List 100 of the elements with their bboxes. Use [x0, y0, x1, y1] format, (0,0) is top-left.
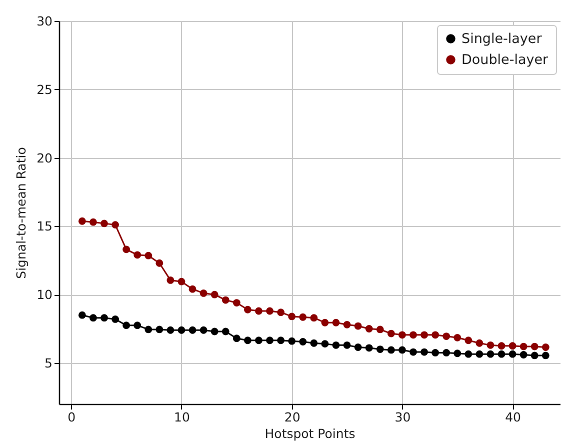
- point: [299, 338, 307, 346]
- point: [144, 326, 152, 334]
- point: [476, 339, 484, 347]
- point: [486, 350, 494, 358]
- point: [112, 315, 119, 323]
- legend-label: Double-layer: [462, 52, 549, 68]
- point: [90, 314, 97, 322]
- point: [432, 331, 440, 339]
- point: [288, 337, 296, 345]
- point: [508, 342, 516, 350]
- x-tick-label: 10: [174, 410, 190, 424]
- point: [244, 336, 252, 344]
- point: [100, 220, 108, 228]
- point: [255, 307, 262, 315]
- point: [232, 334, 240, 342]
- point: [343, 320, 351, 328]
- point: [266, 336, 274, 344]
- point: [122, 322, 130, 330]
- point: [166, 326, 174, 334]
- point: [200, 290, 208, 297]
- point: [343, 341, 351, 349]
- y-tick-label: 5: [44, 355, 52, 370]
- x-tick-label: 0: [68, 410, 76, 424]
- point: [498, 342, 506, 350]
- point: [210, 290, 218, 298]
- point: [332, 318, 340, 326]
- point: [365, 325, 373, 332]
- point: [255, 336, 262, 344]
- x-axis-title: Hotspot Points: [264, 426, 356, 441]
- y-tick-label: 10: [36, 287, 53, 302]
- point: [134, 251, 142, 259]
- y-tick-label: 15: [36, 218, 52, 234]
- point: [90, 218, 97, 226]
- point: [454, 334, 462, 342]
- point: [277, 308, 285, 316]
- point: [178, 278, 186, 286]
- point: [420, 348, 428, 356]
- point: [520, 351, 528, 358]
- point: [520, 342, 528, 350]
- point: [376, 346, 384, 353]
- legend-label: Single-layer: [462, 30, 542, 47]
- point: [432, 349, 440, 356]
- point: [310, 339, 318, 347]
- x-tick-label: 40: [505, 410, 522, 424]
- point: [112, 221, 119, 229]
- x-tick-label: 20: [284, 410, 300, 424]
- point: [144, 252, 152, 260]
- point: [178, 326, 186, 334]
- x-tick-label: 30: [394, 410, 411, 424]
- point: [156, 326, 164, 334]
- point: [442, 349, 450, 356]
- point: [188, 285, 196, 293]
- point: [354, 344, 362, 351]
- point: [310, 314, 318, 322]
- point: [200, 326, 208, 334]
- point: [387, 330, 395, 338]
- point: [542, 344, 550, 351]
- point: [321, 318, 329, 326]
- point: [398, 346, 406, 354]
- point: [387, 346, 395, 354]
- point: [530, 352, 538, 360]
- point: [156, 259, 164, 267]
- y-tick-label: 30: [36, 14, 53, 28]
- point: [122, 246, 130, 254]
- point: [486, 341, 494, 349]
- point: [78, 217, 86, 225]
- y-tick-label: 25: [36, 82, 52, 97]
- point: [420, 331, 428, 339]
- point: [542, 352, 550, 360]
- point: [354, 322, 362, 330]
- y-axis-title: Signal-to-mean Ratio: [14, 147, 29, 279]
- point: [188, 326, 196, 334]
- point: [332, 341, 340, 349]
- point: [266, 307, 274, 315]
- point: [244, 306, 252, 314]
- point: [210, 328, 218, 336]
- y-tick-label: 20: [36, 150, 53, 166]
- point: [78, 311, 86, 319]
- point: [498, 350, 506, 358]
- point: [365, 344, 373, 352]
- point: [410, 348, 417, 356]
- point: [476, 350, 484, 358]
- point: [376, 326, 384, 334]
- point: [222, 296, 230, 304]
- point: [508, 350, 516, 358]
- point: [222, 328, 230, 336]
- point: [321, 340, 329, 348]
- point: [277, 336, 285, 344]
- point: [410, 331, 417, 339]
- point: [464, 336, 472, 344]
- point: [398, 331, 406, 339]
- point: [530, 342, 538, 350]
- point: [299, 313, 307, 321]
- point: [288, 312, 296, 320]
- point: [442, 332, 450, 340]
- point: [134, 322, 142, 330]
- point: [464, 350, 472, 358]
- point: [100, 314, 108, 322]
- point: [454, 350, 462, 358]
- point: [166, 276, 174, 284]
